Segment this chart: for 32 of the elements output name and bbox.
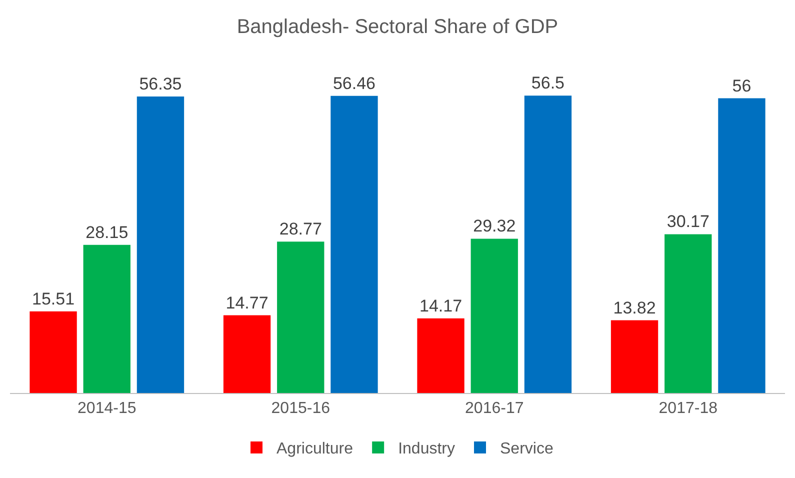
chart-title: Bangladesh- Sectoral Share of GDP	[236, 16, 558, 38]
bar	[718, 98, 766, 393]
legend-label: Agriculture	[276, 440, 354, 458]
bar	[417, 318, 464, 393]
legend-label: Service	[500, 440, 554, 458]
bar	[470, 238, 518, 393]
x-tick-label: 2014-15	[78, 400, 136, 418]
x-tick-label: 2017-18	[658, 400, 718, 418]
data-label: 28.77	[279, 220, 322, 239]
bar	[30, 311, 77, 393]
x-tick-label: 2016-17	[465, 400, 524, 418]
data-label: 30.17	[666, 212, 710, 232]
bar	[524, 96, 572, 393]
bar	[136, 96, 184, 393]
bar	[83, 244, 130, 393]
data-label: 29.32	[473, 216, 516, 236]
bar	[223, 315, 271, 393]
data-label: 14.17	[420, 296, 462, 316]
data-label: 56.46	[332, 74, 376, 93]
data-label: 14.77	[226, 293, 268, 312]
bar	[664, 234, 712, 393]
bar	[330, 96, 378, 393]
data-label: 13.82	[613, 298, 656, 318]
bar	[277, 242, 324, 393]
x-tick-label: 2015-16	[271, 400, 330, 418]
data-label: 15.51	[32, 289, 75, 308]
bar	[610, 320, 658, 393]
data-label: 56.35	[139, 74, 182, 94]
data-label: 56	[732, 76, 752, 96]
legend-label: Industry	[398, 440, 455, 458]
data-label: 56.5	[531, 74, 565, 93]
data-label: 28.15	[86, 222, 128, 242]
